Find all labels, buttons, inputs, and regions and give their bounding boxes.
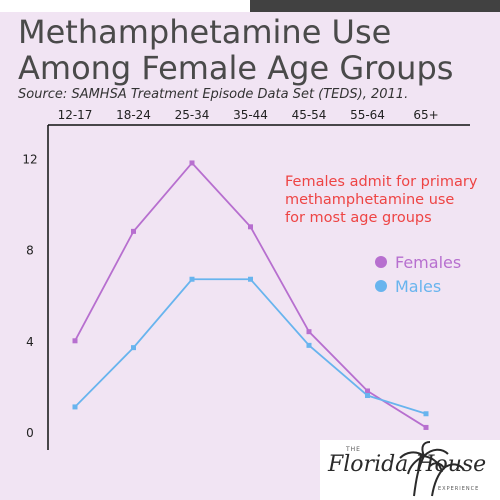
category-label: 45-54 [292, 108, 327, 122]
category-label: 35-44 [233, 108, 268, 122]
y-tick-label: 12 [22, 152, 37, 166]
legend-label: Females [395, 253, 461, 272]
florida-house-logo: THE Florida House EXPERIENCE [320, 440, 500, 500]
data-point [189, 160, 195, 166]
series-lines [72, 160, 429, 430]
annotation-line: methamphetamine use [285, 192, 454, 208]
legend-label: Males [395, 277, 441, 296]
logo-the: THE [346, 446, 361, 453]
top-bar-dark-segment [250, 0, 500, 12]
data-point [306, 342, 312, 348]
data-point [72, 338, 78, 344]
data-point [365, 393, 370, 399]
chart-annotation: Females admit for primary methamphetamine… [285, 174, 478, 226]
annotation-line: Females admit for primary [285, 174, 478, 190]
chart-title: Methamphetamine Use Among Female Age Gro… [18, 13, 454, 87]
data-point [248, 224, 253, 230]
category-label: 65+ [413, 108, 438, 122]
category-label: 25-34 [175, 108, 210, 122]
y-tick-label: 4 [26, 335, 34, 349]
data-point [248, 276, 253, 282]
y-tick-label: 0 [26, 426, 34, 440]
legend-swatch [375, 280, 387, 292]
data-point [365, 388, 370, 394]
category-labels: 12-17 18-24 25-34 35-44 45-54 55-64 65+ [58, 108, 439, 122]
category-label: 55-64 [350, 108, 385, 122]
chart-legend: Females Males [375, 253, 461, 296]
top-bar [0, 0, 500, 12]
data-point [72, 404, 78, 410]
data-point [131, 228, 136, 234]
data-point [423, 424, 429, 430]
data-point [189, 276, 195, 282]
palm-tree-icon [399, 441, 465, 497]
category-label: 12-17 [58, 108, 93, 122]
y-tick-labels: 0 4 8 12 [22, 152, 37, 440]
data-point [131, 345, 136, 351]
chart-source: Source: SAMHSA Treatment Episode Data Se… [18, 87, 409, 102]
data-point [423, 411, 429, 417]
chart-axes [47, 124, 470, 450]
logo-tagline: EXPERIENCE [438, 486, 480, 492]
logo-name: Florida House [328, 452, 487, 477]
y-tick-label: 8 [26, 244, 34, 258]
annotation-line: for most age groups [285, 210, 432, 226]
legend-swatch [375, 256, 387, 268]
category-label: 18-24 [116, 108, 151, 122]
data-point [306, 329, 312, 335]
